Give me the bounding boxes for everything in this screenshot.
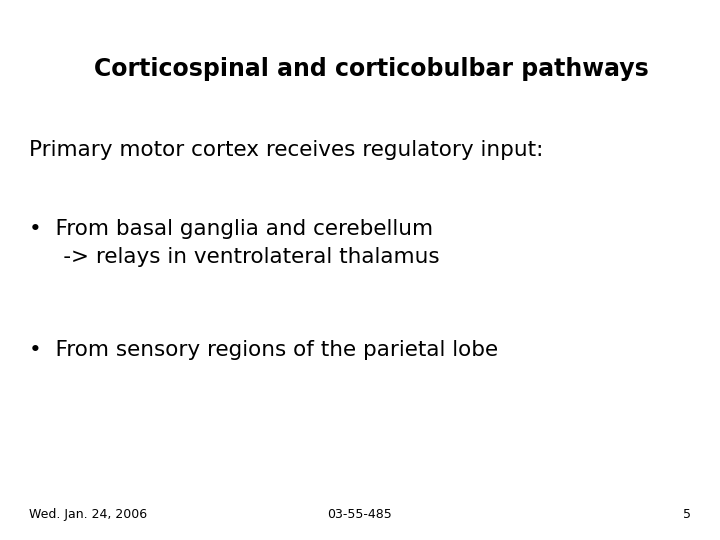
Text: 5: 5 <box>683 508 691 521</box>
Text: •  From basal ganglia and cerebellum
     -> relays in ventrolateral thalamus: • From basal ganglia and cerebellum -> r… <box>29 219 439 267</box>
Text: Primary motor cortex receives regulatory input:: Primary motor cortex receives regulatory… <box>29 140 543 160</box>
Text: •  From sensory regions of the parietal lobe: • From sensory regions of the parietal l… <box>29 340 498 360</box>
Text: Wed. Jan. 24, 2006: Wed. Jan. 24, 2006 <box>29 508 147 521</box>
Text: Corticospinal and corticobulbar pathways: Corticospinal and corticobulbar pathways <box>94 57 648 80</box>
Text: 03-55-485: 03-55-485 <box>328 508 392 521</box>
